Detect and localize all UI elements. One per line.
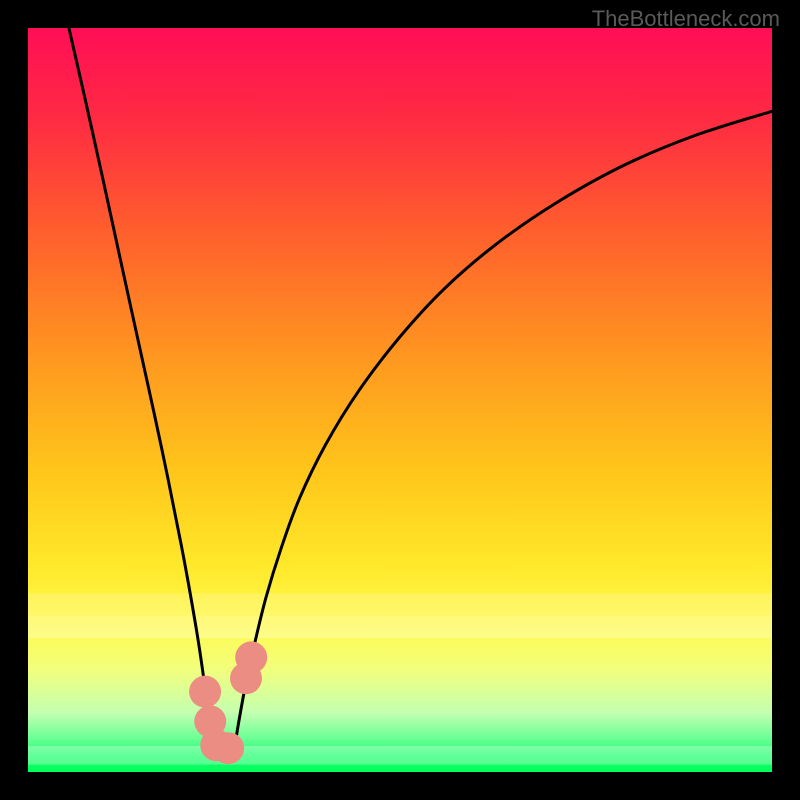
data-marker-5 bbox=[235, 641, 267, 673]
chart-svg bbox=[0, 0, 800, 800]
chart-stage: TheBottleneck.com bbox=[0, 0, 800, 800]
data-marker-3 bbox=[212, 732, 244, 764]
data-marker-0 bbox=[189, 676, 221, 708]
overlay-band-1 bbox=[28, 616, 772, 638]
plot-background bbox=[28, 28, 772, 772]
overlay-band-0 bbox=[28, 593, 772, 615]
watermark-text: TheBottleneck.com bbox=[592, 6, 780, 32]
overlay-band-2 bbox=[28, 746, 772, 765]
